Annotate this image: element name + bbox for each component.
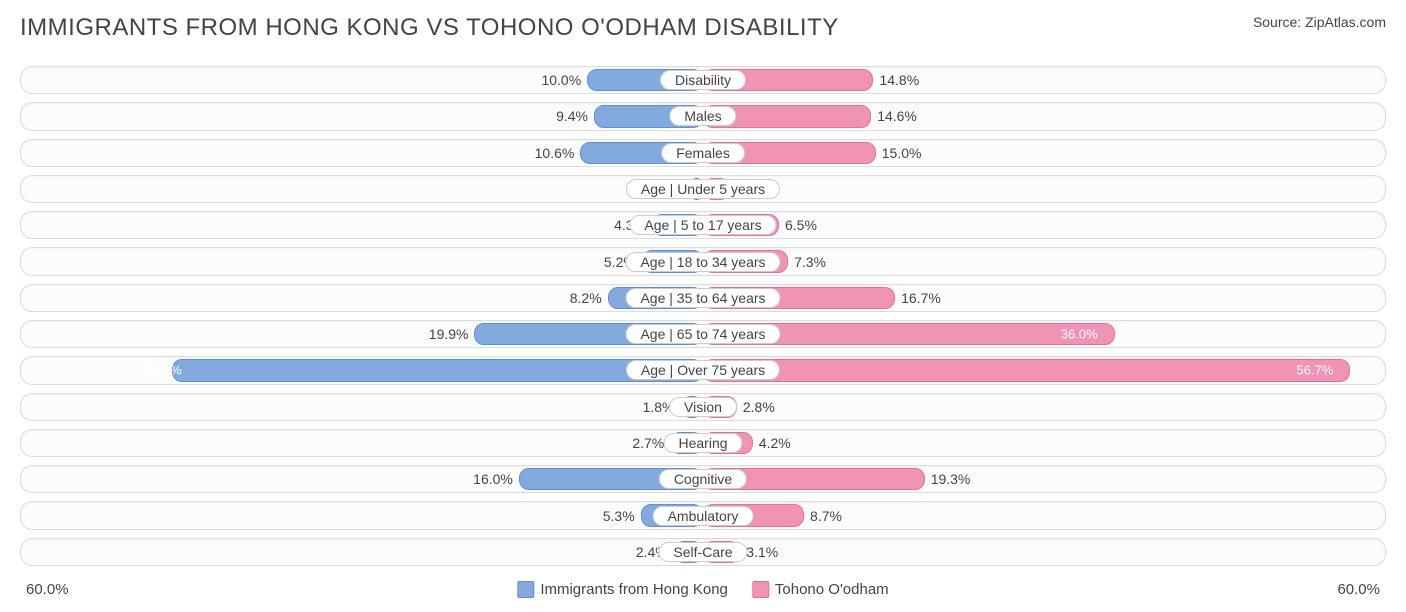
chart-row: 0.95%2.2%Age | Under 5 years — [20, 171, 1386, 207]
chart-row: 1.8%2.8%Vision — [20, 389, 1386, 425]
bar-left — [172, 359, 703, 381]
category-label: Age | 5 to 17 years — [629, 215, 776, 235]
legend-swatch-left — [517, 581, 534, 598]
header: IMMIGRANTS FROM HONG KONG VS TOHONO O'OD… — [0, 0, 1406, 50]
source-label: Source: ZipAtlas.com — [1253, 14, 1386, 30]
value-right: 3.1% — [746, 544, 778, 560]
category-label: Males — [669, 106, 736, 126]
value-right: 4.2% — [759, 435, 791, 451]
bar-right — [703, 359, 1350, 381]
chart-row: 19.9% 36.0% Age | 65 to 74 years — [20, 316, 1386, 352]
category-label: Age | 35 to 64 years — [625, 288, 780, 308]
value-right: 16.7% — [901, 290, 941, 306]
value-right: 6.5% — [785, 217, 817, 233]
category-label: Age | Over 75 years — [626, 360, 780, 380]
chart-row: 46.5% 56.7% Age | Over 75 years — [20, 352, 1386, 388]
value-right: 15.0% — [882, 145, 922, 161]
category-label: Age | 65 to 74 years — [625, 324, 780, 344]
chart-row: 8.2% 16.7% Age | 35 to 64 years — [20, 280, 1386, 316]
value-left: 5.3% — [603, 508, 635, 524]
value-left: 2.7% — [632, 435, 664, 451]
value-right: 19.3% — [931, 471, 971, 487]
value-left: 46.5% — [145, 363, 182, 378]
value-right: 14.8% — [879, 72, 919, 88]
legend-label-right: Tohono O'odham — [775, 581, 889, 598]
chart-row: 2.7% 4.2% Hearing — [20, 425, 1386, 461]
value-right: 7.3% — [794, 254, 826, 270]
chart-area: 10.0%14.8%Disability9.4%14.6%Males10.6%1… — [20, 62, 1386, 570]
value-right: 8.7% — [810, 508, 842, 524]
axis-max-left: 60.0% — [26, 581, 69, 598]
category-label: Vision — [669, 397, 737, 417]
value-left: 10.6% — [535, 145, 575, 161]
chart-row: 16.0% 19.3% Cognitive — [20, 461, 1386, 497]
chart-row: 9.4% 14.6% Males — [20, 98, 1386, 134]
value-right: 14.6% — [877, 108, 917, 124]
value-left: 19.9% — [429, 326, 469, 342]
category-label: Self-Care — [658, 542, 747, 562]
chart-row: 5.2%7.3%Age | 18 to 34 years — [20, 243, 1386, 279]
chart-row: 5.3% 8.7% Ambulatory — [20, 497, 1386, 533]
category-label: Disability — [660, 70, 746, 90]
chart-row: 2.4%3.1%Self-Care — [20, 534, 1386, 570]
legend-label-left: Immigrants from Hong Kong — [540, 581, 728, 598]
legend-item-right: Tohono O'odham — [752, 581, 889, 598]
chart-row: 4.3%6.5%Age | 5 to 17 years — [20, 207, 1386, 243]
value-right: 36.0% — [1061, 327, 1098, 342]
axis-max-right: 60.0% — [1337, 581, 1380, 598]
value-left: 10.0% — [541, 72, 581, 88]
value-right: 56.7% — [1296, 363, 1333, 378]
value-right: 2.8% — [743, 399, 775, 415]
chart-row: 10.6% 15.0% Females — [20, 135, 1386, 171]
value-left: 8.2% — [570, 290, 602, 306]
chart-row: 10.0% 14.8% Disability — [20, 62, 1386, 98]
footer: 60.0% Immigrants from Hong Kong Tohono O… — [20, 576, 1386, 602]
category-label: Females — [661, 143, 745, 163]
value-left: 9.4% — [556, 108, 588, 124]
legend: Immigrants from Hong Kong Tohono O'odham — [517, 581, 888, 598]
category-label: Hearing — [663, 433, 742, 453]
legend-item-left: Immigrants from Hong Kong — [517, 581, 728, 598]
chart-container: IMMIGRANTS FROM HONG KONG VS TOHONO O'OD… — [0, 0, 1406, 612]
chart-title: IMMIGRANTS FROM HONG KONG VS TOHONO O'OD… — [20, 14, 839, 42]
value-left: 16.0% — [473, 471, 513, 487]
legend-swatch-right — [752, 581, 769, 598]
category-label: Cognitive — [659, 469, 747, 489]
category-label: Age | 18 to 34 years — [625, 252, 780, 272]
category-label: Ambulatory — [653, 506, 754, 526]
category-label: Age | Under 5 years — [626, 179, 780, 199]
